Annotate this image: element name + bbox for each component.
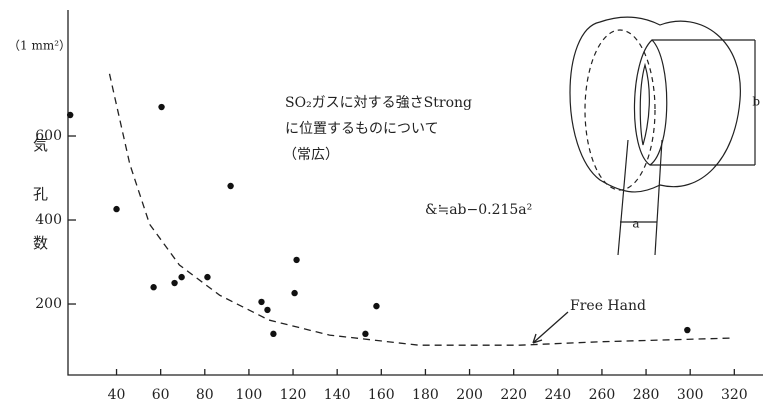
chart: （1 mm²） 気孔数 SO₂ガスに対する強さStrong に位置するものについ… bbox=[0, 0, 764, 415]
x-tick-label: 300 bbox=[677, 387, 704, 403]
x-tick-label: 60 bbox=[152, 387, 170, 403]
point bbox=[684, 327, 690, 333]
point bbox=[158, 104, 164, 110]
point bbox=[67, 112, 73, 118]
point bbox=[227, 183, 233, 189]
curve-arrow bbox=[533, 312, 568, 343]
point bbox=[293, 257, 299, 263]
x-tick-label: 100 bbox=[236, 387, 263, 403]
x-tick-label: 240 bbox=[544, 387, 571, 403]
x-tick-label: 280 bbox=[633, 387, 660, 403]
y-axis-label: 気孔数 bbox=[31, 137, 49, 284]
point bbox=[113, 206, 119, 212]
diagram-label: a bbox=[632, 217, 639, 231]
point bbox=[171, 280, 177, 286]
x-tick-label: 40 bbox=[108, 387, 126, 403]
point bbox=[373, 303, 379, 309]
leaf-diagram bbox=[570, 17, 755, 255]
annotation: （常広） bbox=[283, 147, 339, 163]
y-tick-label: 200 bbox=[35, 296, 62, 312]
x-tick-label: 160 bbox=[368, 387, 395, 403]
diagram-label: b bbox=[752, 95, 760, 109]
point bbox=[264, 307, 270, 313]
annotation: &≒ab−0.215a² bbox=[425, 202, 532, 218]
x-tick-label: 320 bbox=[721, 387, 748, 403]
point bbox=[362, 331, 368, 337]
curve-label: Free Hand bbox=[570, 298, 646, 314]
x-tick-label: 180 bbox=[412, 387, 439, 403]
point bbox=[270, 331, 276, 337]
x-tick-label: 220 bbox=[500, 387, 527, 403]
annotation: SO₂ガスに対する強さStrong bbox=[285, 95, 472, 111]
y-tick-label: 600 bbox=[35, 128, 62, 144]
y-tick-label: 400 bbox=[35, 212, 62, 228]
point bbox=[258, 299, 264, 305]
x-tick-label: 80 bbox=[196, 387, 214, 403]
point bbox=[291, 290, 297, 296]
x-tick-label: 260 bbox=[589, 387, 616, 403]
point bbox=[178, 274, 184, 280]
point bbox=[204, 274, 210, 280]
x-tick-label: 120 bbox=[280, 387, 307, 403]
annotation: に位置するものについて bbox=[285, 121, 439, 137]
point bbox=[150, 284, 156, 290]
x-tick-label: 140 bbox=[324, 387, 351, 403]
y-unit: （1 mm²） bbox=[8, 39, 71, 53]
x-tick-label: 200 bbox=[456, 387, 483, 403]
